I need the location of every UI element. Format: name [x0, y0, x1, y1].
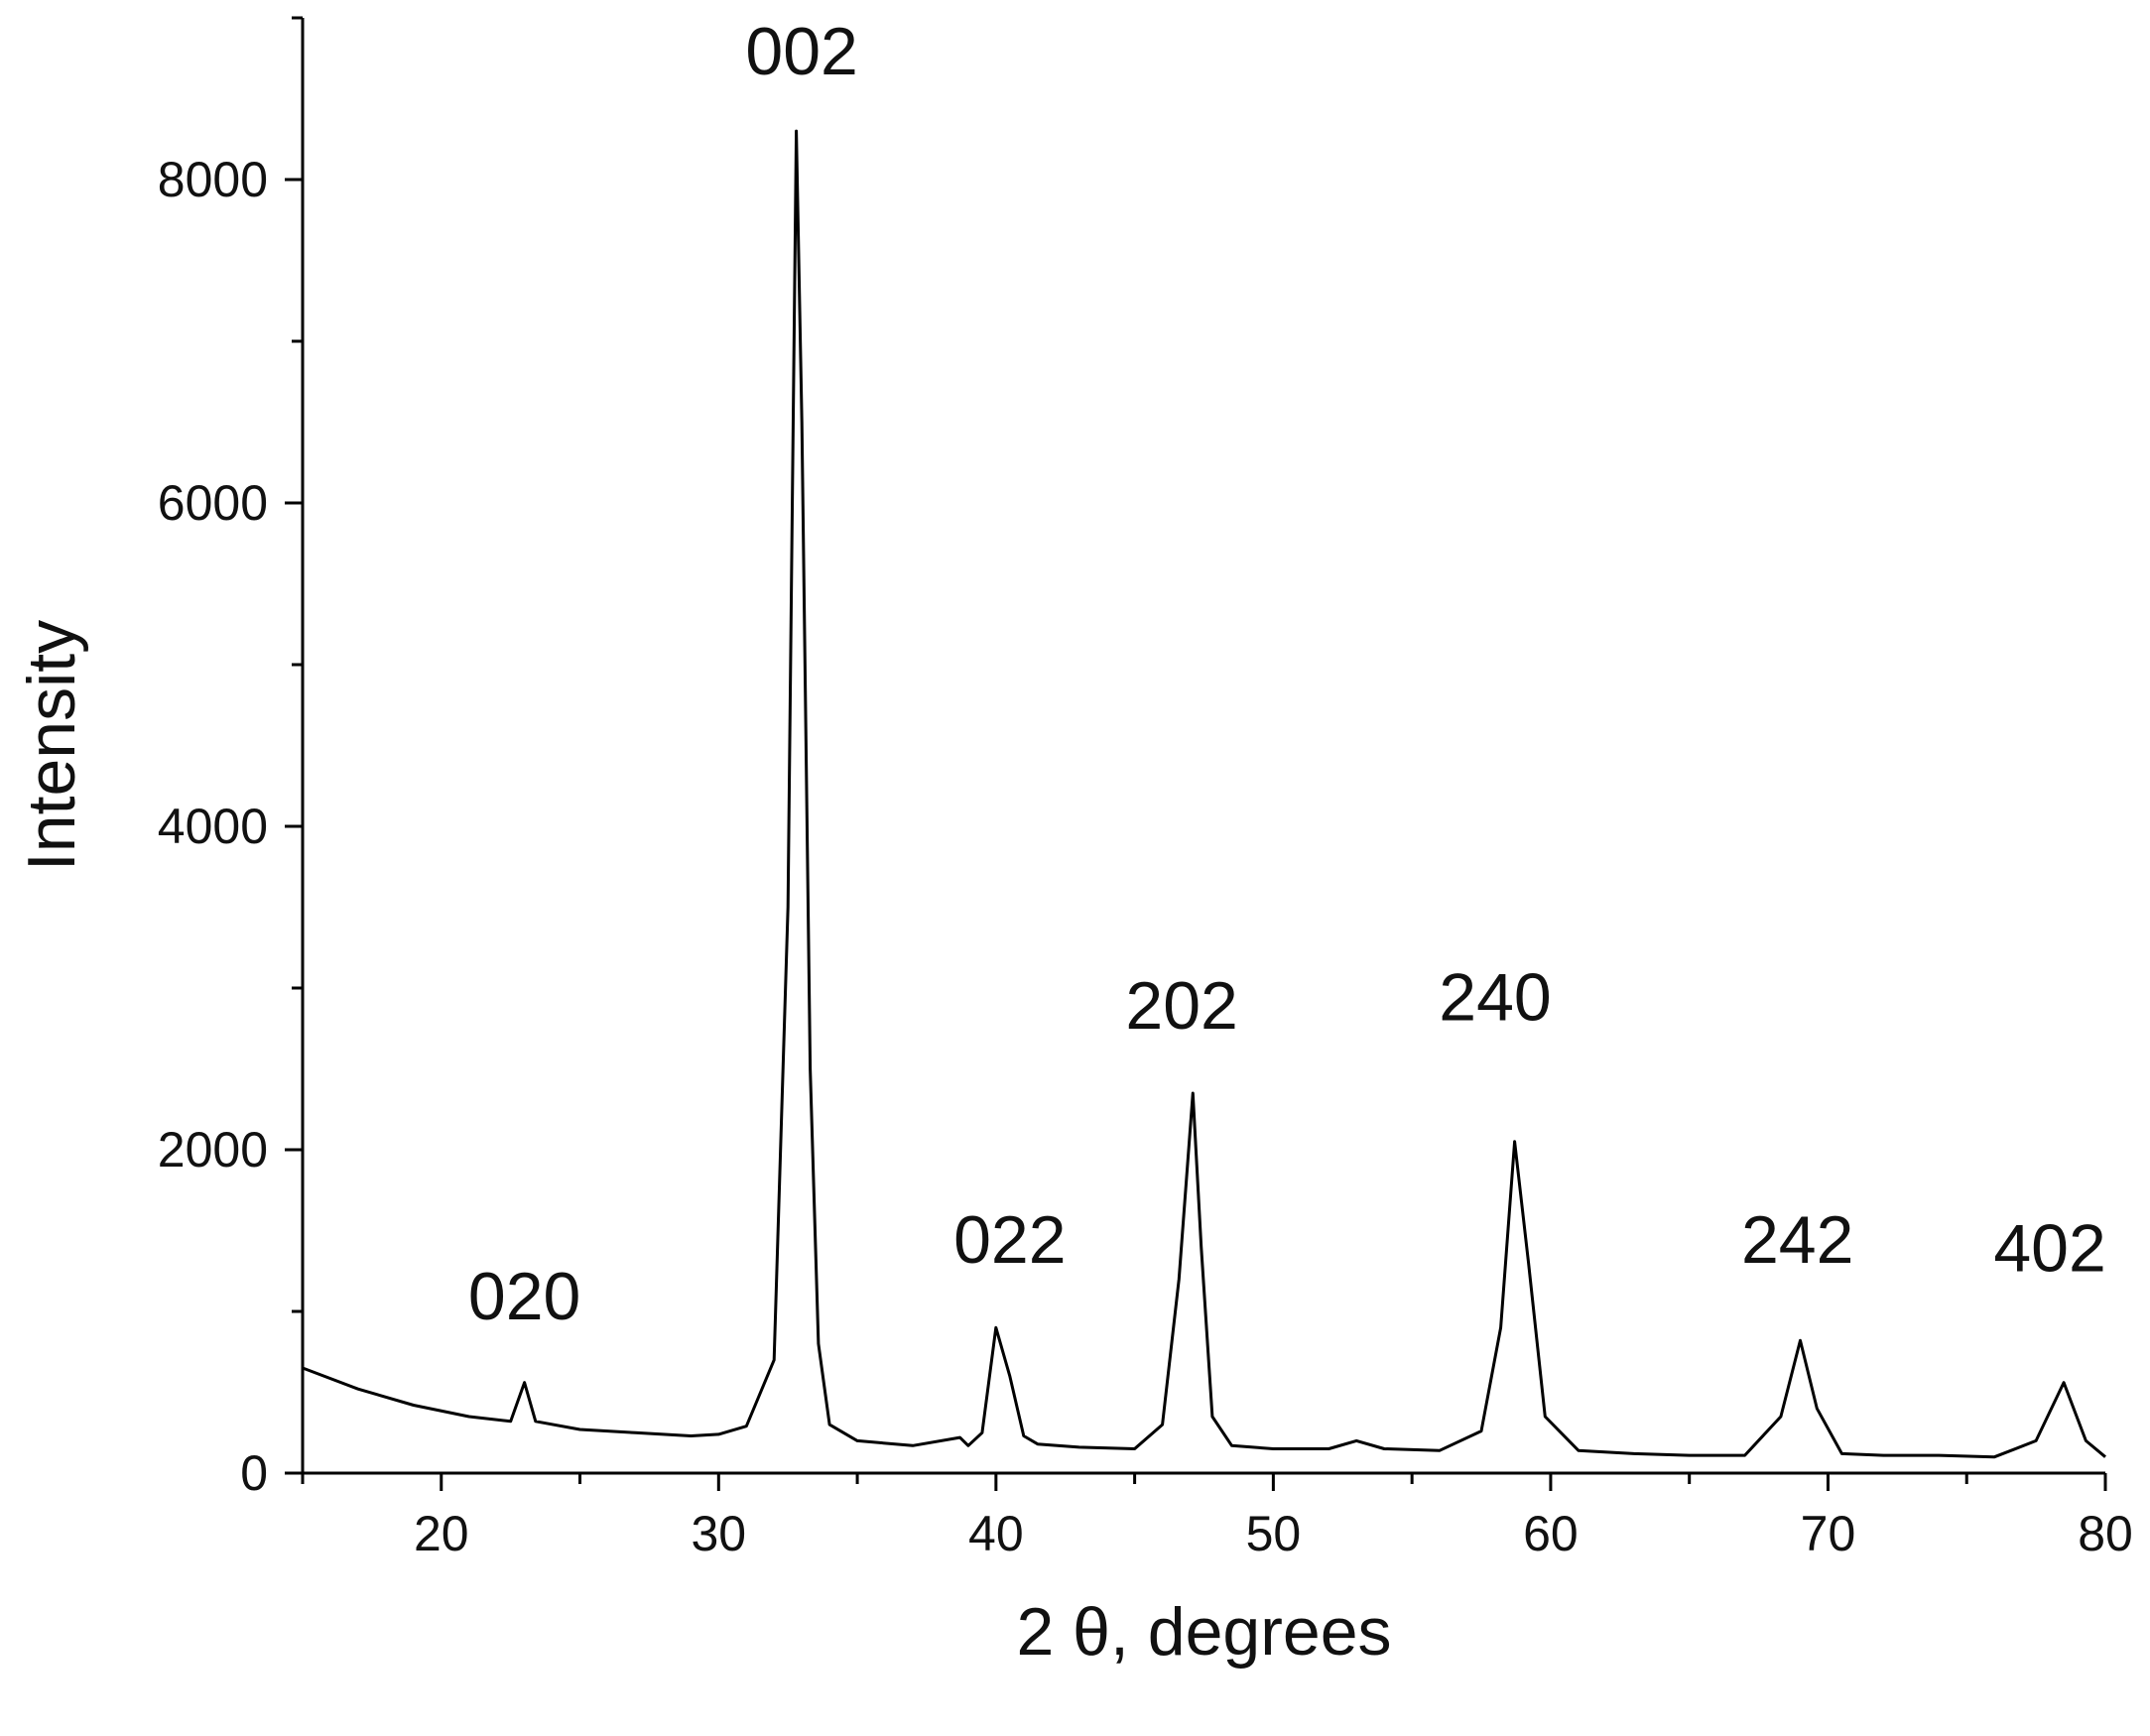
x-tick-label: 50 — [1246, 1506, 1302, 1561]
axis-tick-labels: 20 30 40 50 60 70 80 0 2000 4000 6000 8000 — [158, 152, 2133, 1561]
y-tick-label: 2000 — [158, 1122, 268, 1178]
y-tick-label: 4000 — [158, 799, 268, 854]
peak-label: 240 — [1439, 960, 1551, 1036]
peak-label: 020 — [468, 1259, 580, 1334]
x-tick-label: 80 — [2078, 1506, 2133, 1561]
peak-label: 002 — [745, 14, 857, 89]
peak-label: 202 — [1125, 968, 1237, 1044]
x-axis-title: 2 θ, degrees — [1016, 1594, 1391, 1670]
x-tick-label: 60 — [1523, 1506, 1579, 1561]
x-tick-label: 30 — [691, 1506, 746, 1561]
y-tick-label: 6000 — [158, 475, 268, 531]
axis-ticks — [285, 16, 2107, 1491]
x-tick-label: 40 — [968, 1506, 1024, 1561]
peak-label: 402 — [1993, 1210, 2105, 1286]
y-axis-title: Intensity — [14, 620, 89, 871]
y-tick-label: 0 — [240, 1445, 268, 1501]
y-tick-label: 8000 — [158, 152, 268, 207]
series-line — [302, 129, 2106, 1459]
peak-label: 242 — [1741, 1202, 1853, 1278]
x-tick-label: 20 — [414, 1506, 469, 1561]
peak-label: 022 — [953, 1202, 1066, 1278]
peak-labels: 020 002 022 202 240 242 402 — [468, 14, 2106, 1334]
x-tick-label: 70 — [1801, 1506, 1856, 1561]
